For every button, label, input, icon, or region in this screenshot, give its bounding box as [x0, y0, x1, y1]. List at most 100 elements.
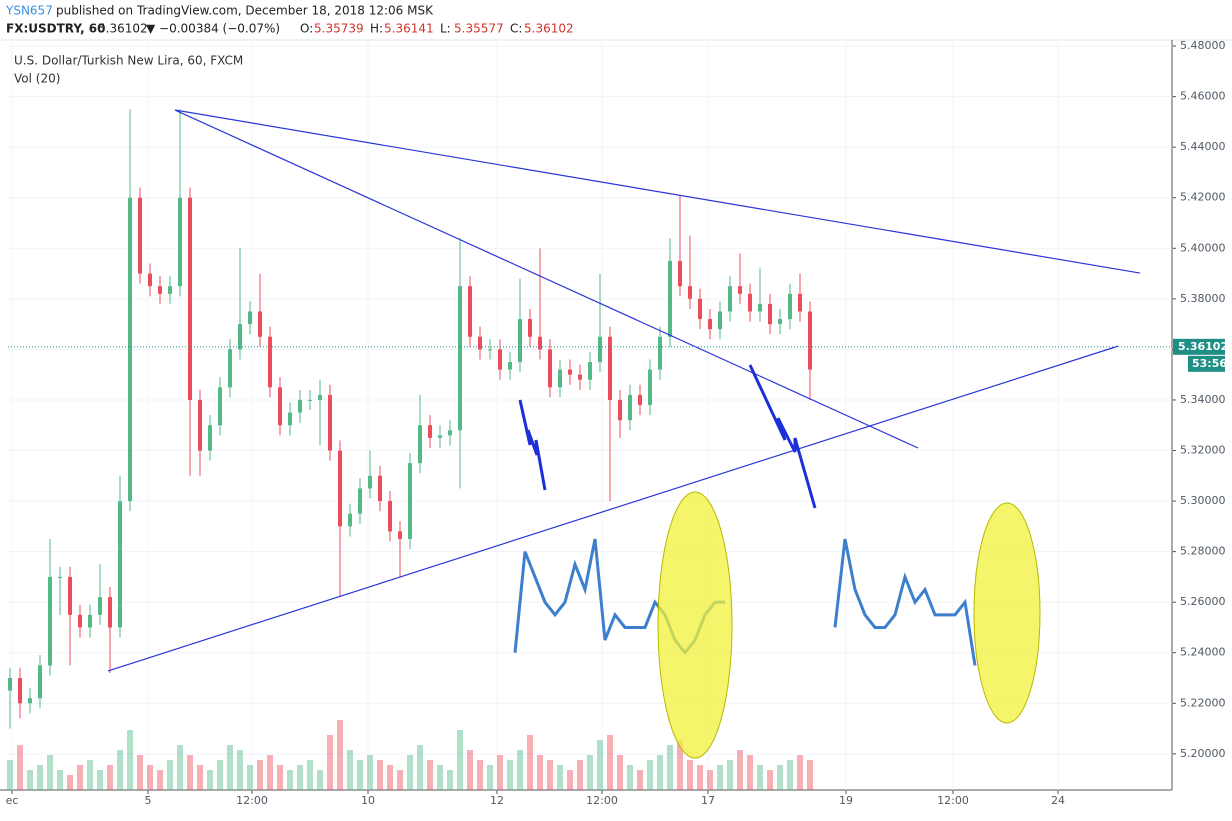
- volume-bar: [437, 765, 443, 790]
- volume-bar: [257, 760, 263, 790]
- y-tick-label: 5.26000: [1180, 595, 1226, 608]
- y-tick-label: 5.46000: [1180, 90, 1226, 103]
- volume-bar: [117, 750, 123, 790]
- ohlc-value: 5.35577: [454, 22, 504, 36]
- x-tick-label: 12:00: [586, 794, 618, 807]
- volume-bar: [777, 765, 783, 790]
- volume-bar: [547, 760, 553, 790]
- candles: [8, 109, 1172, 729]
- ohlc-value: 5.36102: [524, 22, 574, 36]
- ohlc-label: H:: [370, 22, 383, 36]
- volume-bar: [387, 765, 393, 790]
- ohlc-value: 5.36141: [384, 22, 434, 36]
- candle-body: [598, 336, 602, 363]
- volume: [7, 720, 813, 790]
- volume-bar: [807, 760, 813, 790]
- volume-bar: [327, 735, 333, 790]
- volume-bar: [287, 770, 293, 790]
- volume-bar: [797, 755, 803, 790]
- candle-body: [98, 597, 102, 615]
- volume-bar: [187, 755, 193, 790]
- candle-body: [268, 336, 272, 388]
- candle-body: [468, 286, 472, 337]
- x-tick-label: 17: [701, 794, 715, 807]
- volume-bar: [77, 765, 83, 790]
- candle-body: [368, 475, 372, 489]
- volume-bar: [97, 770, 103, 790]
- volume-bar: [597, 740, 603, 790]
- volume-bar: [277, 765, 283, 790]
- candle-body: [458, 286, 462, 431]
- candle-body: [778, 319, 782, 325]
- candle-body: [528, 319, 532, 337]
- volume-bar: [397, 770, 403, 790]
- volume-bar: [127, 730, 133, 790]
- volume-bar: [707, 770, 713, 790]
- last-price-box: [1173, 338, 1225, 355]
- candle-body: [198, 399, 202, 451]
- highlight: [973, 502, 1041, 724]
- y-tick-label: 5.42000: [1180, 191, 1226, 204]
- volume-bar: [177, 745, 183, 790]
- candle-body: [758, 303, 762, 312]
- candle-body: [318, 394, 322, 400]
- volume-bar: [557, 765, 563, 790]
- volume-bar: [607, 735, 613, 790]
- candle-body: [128, 197, 132, 502]
- ohlc-label: O:: [300, 22, 313, 36]
- candle-body: [408, 463, 412, 539]
- x-tick-label: 10: [361, 794, 375, 807]
- x-tick-label: 24: [1051, 794, 1065, 807]
- x-tick-label: 12:00: [236, 794, 268, 807]
- volume-bar: [727, 760, 733, 790]
- candle-body: [568, 369, 572, 375]
- volume-bar: [467, 750, 473, 790]
- candle-body: [58, 576, 62, 578]
- y-tick-label: 5.30000: [1180, 494, 1226, 507]
- arrow: [518, 399, 547, 491]
- candle-body: [668, 260, 672, 337]
- volume-bar: [337, 720, 343, 790]
- volume-bar: [527, 735, 533, 790]
- volume-bar: [147, 765, 153, 790]
- volume-bar: [507, 760, 513, 790]
- x-tick-label: 19: [839, 794, 853, 807]
- volume-bar: [787, 760, 793, 790]
- y-tick-label: 5.32000: [1180, 444, 1226, 457]
- last-price-label: 5.36102: [1178, 340, 1228, 353]
- volume-bar: [87, 760, 93, 790]
- candle-body: [728, 286, 732, 312]
- volume-bar: [517, 750, 523, 790]
- candle-body: [428, 425, 432, 438]
- candle-body: [398, 531, 402, 539]
- candle-body: [348, 513, 352, 527]
- candle-body: [738, 286, 742, 294]
- candle-body: [658, 336, 662, 370]
- countdown-box: [1188, 355, 1225, 372]
- candle-body: [708, 319, 712, 330]
- highlight: [657, 491, 733, 759]
- change: ▼ −0.00384 (−0.07%): [146, 22, 280, 36]
- volume-bar: [657, 755, 663, 790]
- series-title: U.S. Dollar/Turkish New Lira, 60, FXCM: [14, 54, 243, 68]
- candle-body: [328, 394, 332, 451]
- x-tick-label: 5: [145, 794, 152, 807]
- volume-bar: [297, 765, 303, 790]
- x-tick-label: 12:00: [937, 794, 969, 807]
- volume-bar: [357, 760, 363, 790]
- volume-bar: [137, 755, 143, 790]
- volume-bar: [57, 770, 63, 790]
- volume-bar: [247, 765, 253, 790]
- candle-body: [378, 475, 382, 502]
- y-tick-label: 5.48000: [1180, 39, 1226, 52]
- volume-title: Vol (20): [14, 72, 60, 86]
- published: published on TradingView.com, December 1…: [56, 4, 434, 18]
- volume-bar: [17, 745, 23, 790]
- candle-body: [558, 369, 562, 388]
- candle-body: [418, 425, 422, 464]
- volume-bar: [27, 770, 33, 790]
- candle-body: [298, 399, 302, 413]
- volume-bar: [207, 770, 213, 790]
- candle-body: [138, 197, 142, 274]
- candle-body: [808, 311, 812, 370]
